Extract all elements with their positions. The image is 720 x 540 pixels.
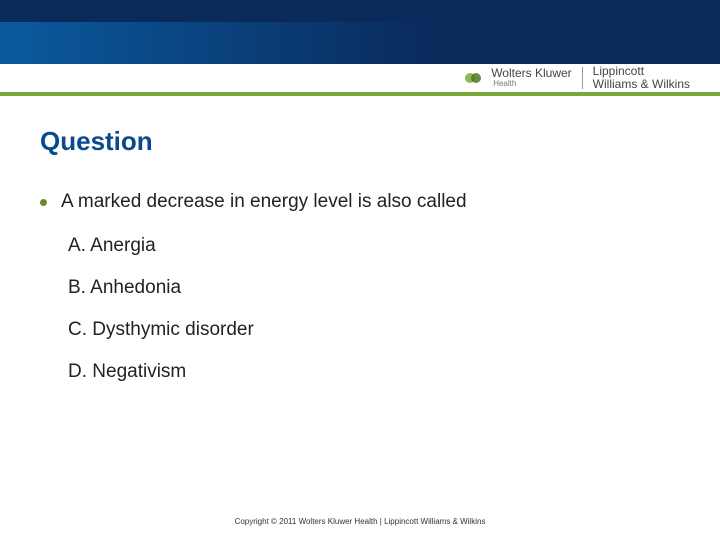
bullet-icon bbox=[40, 199, 47, 206]
footer-copyright: Copyright © 2011 Wolters Kluwer Health |… bbox=[0, 517, 720, 526]
band-mid bbox=[0, 22, 720, 64]
question-text: A marked decrease in energy level is als… bbox=[61, 191, 467, 213]
logo-group: Wolters Kluwer Health Lippincott William… bbox=[465, 65, 690, 91]
brand2: Lippincott Williams & Wilkins bbox=[593, 65, 690, 91]
option-b: B. Anhedonia bbox=[68, 277, 680, 299]
brand-divider bbox=[582, 67, 583, 89]
slide-content: Question A marked decrease in energy lev… bbox=[0, 96, 720, 383]
band-accent bbox=[0, 92, 720, 96]
brand1-sub: Health bbox=[493, 80, 571, 89]
brand1: Wolters Kluwer Health bbox=[491, 67, 571, 89]
brand2-line2: Williams & Wilkins bbox=[593, 78, 690, 91]
options-list: A. Anergia B. Anhedonia C. Dysthymic dis… bbox=[68, 235, 680, 383]
option-a: A. Anergia bbox=[68, 235, 680, 257]
logo-row: Wolters Kluwer Health Lippincott William… bbox=[0, 64, 720, 92]
slide-title: Question bbox=[40, 126, 680, 157]
wk-logo-icon bbox=[465, 70, 481, 86]
band-top bbox=[0, 0, 720, 22]
option-c: C. Dysthymic disorder bbox=[68, 319, 680, 341]
header-band: Wolters Kluwer Health Lippincott William… bbox=[0, 0, 720, 96]
option-d: D. Negativism bbox=[68, 361, 680, 383]
question-row: A marked decrease in energy level is als… bbox=[40, 191, 680, 213]
